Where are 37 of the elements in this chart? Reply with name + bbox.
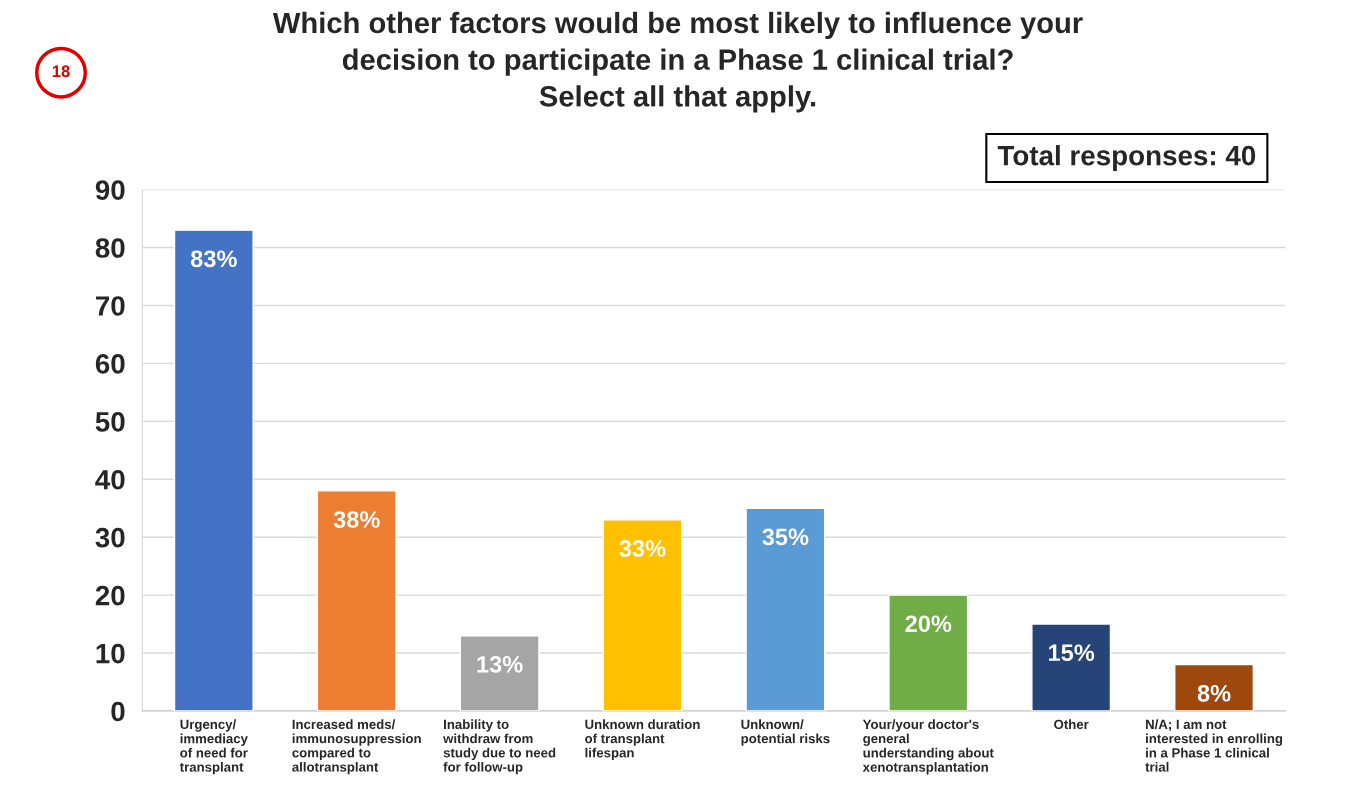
data-label: 35% — [762, 528, 809, 546]
y-tick-label: 80 — [95, 238, 125, 258]
bar — [602, 519, 683, 711]
y-tick-label: 20 — [95, 585, 125, 606]
bar — [1174, 663, 1255, 711]
bar — [745, 507, 826, 711]
y-tick-label: 10 — [96, 643, 125, 664]
y-tick-label: 50 — [95, 412, 125, 432]
y-tick-label: 30 — [95, 527, 125, 548]
x-tick-label: Urgency/ immediacy of need for transplant — [179, 719, 248, 775]
bar — [459, 634, 540, 711]
y-tick-label: 90 — [95, 180, 125, 200]
x-tick-label: Increased meds/ immunosuppression compared to allotransplant — [292, 719, 421, 775]
y-tick-label: 40 — [95, 469, 125, 490]
x-tick-label: N/A; I am not interested in enrolling in a Phase 1 clinical trial — [1145, 719, 1283, 772]
data-label: 15% — [1049, 644, 1095, 662]
x-tick-label: Unknown/ potential risks — [741, 719, 830, 746]
data-label: 38% — [333, 511, 380, 528]
chart-title: Which other factors would be most likely to influence your decision to participate in a Phase 1 clinical trial? Select all that apply. — [272, 11, 1083, 113]
x-tick-label: Inability to withdraw from study due to need for follow-up — [443, 719, 556, 775]
y-tick-label: 0 — [111, 701, 125, 722]
text: Total responses: 40 — [997, 145, 1256, 171]
x-tick-label: Other — [1054, 719, 1089, 730]
data-label: 20% — [905, 615, 952, 633]
x-tick-label: Your/your doctor's general understanding about xenotransplantation — [862, 719, 994, 775]
x-tick-label: Unknown duration of transplant lifespan — [585, 719, 700, 761]
y-tick-label: 60 — [95, 354, 125, 374]
bar — [1031, 623, 1112, 711]
data-label: 8% — [1197, 684, 1231, 702]
data-label: 83% — [190, 250, 237, 268]
y-tick-label: 70 — [96, 296, 125, 316]
bar — [173, 229, 254, 711]
bar — [316, 490, 397, 711]
data-label: 13% — [477, 655, 523, 673]
text: 18 — [52, 65, 70, 78]
data-label: 33% — [619, 540, 666, 557]
bar — [888, 594, 969, 711]
